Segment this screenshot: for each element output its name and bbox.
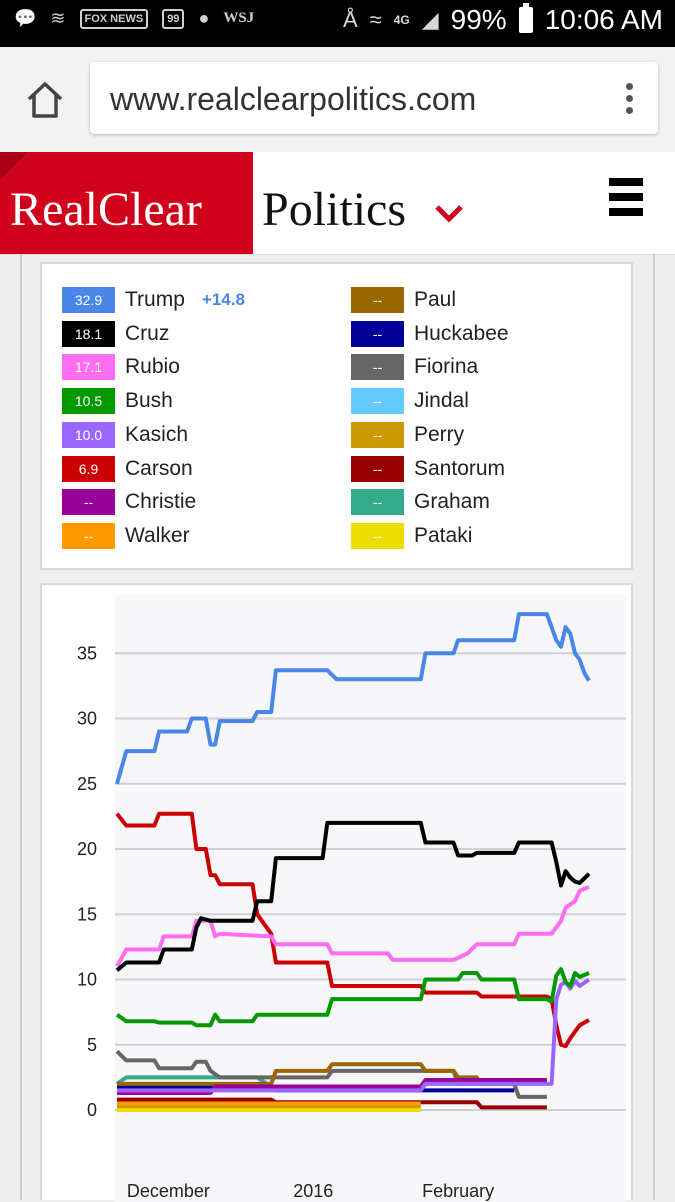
menu-icon[interactable] [609,178,643,224]
legend-name: Cruz [125,321,170,345]
legend-item-santorum: -- Santorum [351,455,506,482]
legend-item-kasich: 10.0 Kasich [62,421,189,448]
url-text[interactable]: www.realclearpolitics.com [110,81,477,117]
logo[interactable]: RealClear [0,152,253,254]
x-tick-label: 2016 [293,1181,333,1201]
legend-name: Huckabee [414,321,509,345]
legend-name: Santorum [414,456,506,480]
legend-value: 32.9 [62,287,115,313]
legend-item-jindal: -- Jindal [351,388,469,415]
home-icon[interactable] [24,79,66,121]
y-tick-label: 30 [77,709,97,729]
chat-icon: 💬 [14,8,37,28]
legend-name: Graham [414,490,490,514]
content-border-right [653,254,655,1200]
series-line-kasich [117,977,591,1093]
legend-item-christie: -- Christie [62,489,197,516]
battery-icon [518,3,533,33]
clock: 10:06 AM [544,4,663,35]
legend-value: 18.1 [62,320,115,347]
legend-name: Walker [125,523,190,547]
chart-legend: 32.9 Trump +14.8 18.1 Cruz 17.1 Rubio 10.5 Bush 1… [40,262,633,570]
legend-item-trump: 32.9 Trump +14.8 [62,287,245,313]
site-header: RealClear Politics [0,152,675,255]
legend-value: -- [351,320,404,347]
status-bar: 💬 ≋ FOX NEWS 99 ● WSJ Å ≈ 4G ◢ 99% 10:06… [0,0,675,47]
legend-item-walker: -- Walker [62,522,190,549]
legend-name: Jindal [414,389,469,413]
browser-toolbar: www.realclearpolitics.com [0,47,675,152]
y-tick-label: 20 [77,839,97,859]
legend-item-fiorina: -- Fiorina [351,354,479,381]
network-type: 4G [393,13,410,27]
signal-icon: ◢ [421,7,439,32]
address-bar[interactable]: www.realclearpolitics.com [90,62,658,134]
y-tick-label: 0 [87,1100,97,1120]
wifi-question-icon: ≋ [50,8,66,28]
legend-value: -- [351,421,404,448]
legend-value: 17.1 [62,354,115,381]
fox-news-icon: FOX NEWS [79,8,149,29]
legend-value: -- [62,522,115,549]
series-line-carson [115,811,590,1049]
legend-value: 6.9 [62,455,115,482]
99-icon: 99 [162,8,185,29]
legend-value: -- [351,455,404,482]
series-line-cruz [115,820,591,972]
legend-value: 10.0 [62,421,115,448]
legend-item-pataki: -- Pataki [351,522,473,549]
legend-value: -- [351,287,404,313]
legend-value: -- [351,489,404,516]
legend-value: -- [351,354,404,381]
legend-value: -- [62,489,115,516]
legend-item-cruz: 18.1 Cruz [62,320,170,347]
legend-item-rubio: 17.1 Rubio [62,354,180,381]
globe-icon: ● [198,8,210,28]
legend-value: -- [351,522,404,549]
legend-name: Kasich [125,422,189,446]
wifi-icon: ≈ [369,7,382,32]
legend-name: Fiorina [414,355,479,379]
chart-card: 0 5 10 15 20 25 30 35 December 2016 February [40,583,633,1202]
chevron-down-icon[interactable] [434,202,464,224]
legend-name: Bush [125,389,173,413]
legend-name: Paul [414,288,457,311]
legend-item-bush: 10.5 Bush [62,388,173,415]
legend-item-huckabee: -- Huckabee [351,320,509,347]
legend-item-perry: -- Perry [351,421,465,448]
poll-line-chart: 0 5 10 15 20 25 30 35 December 2016 February [77,595,626,1202]
logo-red-text: RealClear [10,183,202,236]
y-tick-label: 15 [77,904,97,924]
wsj-icon: WSJ [223,10,255,26]
legend-name: Christie [125,490,197,514]
series-line-bush [115,967,590,1028]
logo-black-text[interactable]: Politics [262,183,407,236]
legend-name: Trump [125,288,185,311]
legend-value: 10.5 [62,388,115,415]
bluetooth-icon: Å [342,7,358,32]
y-tick-label: 5 [87,1035,97,1055]
battery-percent: 99% [450,4,507,35]
legend-name: Pataki [414,523,473,547]
legend-name: Perry [414,422,465,446]
overflow-menu-icon[interactable] [626,83,634,115]
y-tick-label: 10 [77,970,97,990]
legend-name: Carson [125,456,193,480]
content-border-left [20,254,22,1200]
series-line-christie [117,1078,547,1095]
legend-name: Rubio [125,355,180,379]
y-tick-label: 35 [77,643,97,663]
legend-value: -- [351,388,404,415]
legend-item-carson: 6.9 Carson [62,455,193,482]
x-tick-label: December [127,1181,210,1201]
x-tick-label: February [422,1181,494,1201]
y-tick-label: 25 [77,774,97,794]
legend-item-paul: -- Paul [351,287,456,313]
legend-delta: +14.8 [201,290,245,309]
series-line-trump [115,612,591,785]
legend-item-graham: -- Graham [351,489,490,516]
